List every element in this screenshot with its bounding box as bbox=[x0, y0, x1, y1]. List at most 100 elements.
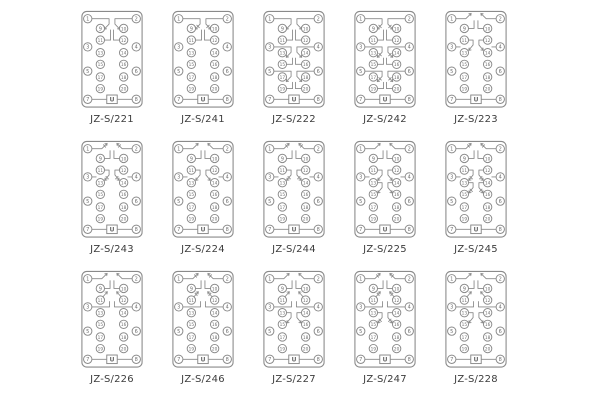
terminal-number: 17 bbox=[189, 335, 195, 341]
terminal-number: 20 bbox=[485, 346, 491, 352]
terminal-number: 13 bbox=[189, 51, 195, 57]
terminal-20 bbox=[482, 83, 493, 94]
terminal-10 bbox=[300, 283, 311, 294]
terminal-7 bbox=[356, 354, 366, 364]
terminal-number: 20 bbox=[394, 216, 400, 222]
relay-model-label: JZ-S/223 bbox=[454, 114, 498, 125]
terminal-11 bbox=[277, 165, 288, 175]
terminal-9 bbox=[186, 23, 197, 34]
terminal-number: 4 bbox=[317, 175, 320, 181]
terminal-number: 3 bbox=[268, 305, 271, 311]
terminal-number: 19 bbox=[462, 346, 468, 352]
terminal-15 bbox=[459, 189, 470, 200]
terminal-number: 11 bbox=[280, 38, 286, 44]
terminal-15 bbox=[95, 319, 106, 330]
terminal-5 bbox=[447, 326, 457, 336]
relay-case-outline bbox=[445, 10, 507, 108]
terminal-number: 9 bbox=[463, 286, 466, 292]
terminal-number: 12 bbox=[303, 168, 309, 174]
terminal-number: 8 bbox=[135, 227, 138, 233]
relay-model-label: JZ-S/227 bbox=[272, 374, 316, 385]
terminal-number: 18 bbox=[485, 335, 491, 341]
terminal-number: 13 bbox=[189, 181, 195, 187]
terminal-14 bbox=[209, 178, 220, 188]
terminal-number: 5 bbox=[359, 69, 362, 75]
terminal-number: 11 bbox=[98, 298, 104, 304]
terminal-12 bbox=[300, 165, 311, 175]
terminal-17 bbox=[368, 72, 379, 82]
terminal-20 bbox=[391, 83, 402, 94]
terminal-number: 6 bbox=[499, 329, 502, 335]
terminal-number: 20 bbox=[212, 216, 218, 222]
terminal-8 bbox=[495, 224, 505, 234]
terminal-number: 4 bbox=[317, 45, 320, 51]
terminal-10 bbox=[209, 153, 220, 164]
terminal-17 bbox=[459, 72, 470, 82]
terminal-15 bbox=[277, 189, 288, 200]
terminal-number: 10 bbox=[394, 156, 400, 162]
terminal-18 bbox=[300, 72, 311, 82]
relay-case-outline bbox=[81, 270, 143, 368]
terminal-12 bbox=[300, 295, 311, 305]
terminal-16 bbox=[482, 319, 493, 330]
terminal-10 bbox=[482, 153, 493, 164]
terminal-2 bbox=[495, 144, 505, 154]
terminal-18 bbox=[118, 332, 129, 342]
terminal-number: 10 bbox=[485, 286, 491, 292]
terminal-number: 8 bbox=[135, 97, 138, 103]
terminal-number: 6 bbox=[408, 199, 411, 205]
terminal-number: 2 bbox=[408, 147, 411, 153]
terminal-9 bbox=[368, 283, 379, 294]
terminal-8 bbox=[495, 94, 505, 104]
relay-case-outline bbox=[263, 140, 325, 238]
terminal-13 bbox=[186, 178, 197, 188]
terminal-number: 12 bbox=[121, 38, 127, 44]
terminal-15 bbox=[368, 319, 379, 330]
terminal-3 bbox=[174, 172, 184, 182]
terminal-number: 3 bbox=[86, 45, 89, 51]
terminal-12 bbox=[391, 165, 402, 175]
terminal-5 bbox=[83, 66, 93, 76]
terminal-9 bbox=[186, 283, 197, 294]
terminal-number: 9 bbox=[281, 26, 284, 32]
terminal-number: 19 bbox=[280, 216, 286, 222]
coil-label: U bbox=[473, 357, 478, 364]
terminal-20 bbox=[300, 343, 311, 354]
terminal-number: 18 bbox=[303, 335, 309, 341]
terminal-3 bbox=[83, 172, 93, 182]
terminal-15 bbox=[186, 319, 197, 330]
terminal-4 bbox=[495, 42, 505, 52]
terminal-number: 17 bbox=[280, 75, 286, 81]
terminal-number: 13 bbox=[98, 51, 104, 57]
terminal-15 bbox=[459, 319, 470, 330]
coil-box bbox=[197, 94, 209, 105]
terminal-number: 7 bbox=[268, 357, 271, 363]
terminal-16 bbox=[300, 59, 311, 70]
terminal-18 bbox=[482, 332, 493, 342]
relay-model-label: JZ-S/245 bbox=[454, 244, 498, 255]
terminal-number: 10 bbox=[303, 26, 309, 32]
coil-box bbox=[379, 354, 391, 365]
terminal-15 bbox=[368, 59, 379, 70]
terminal-11 bbox=[368, 35, 379, 45]
terminal-number: 18 bbox=[121, 205, 127, 211]
terminal-number: 17 bbox=[462, 205, 468, 211]
terminal-number: 7 bbox=[450, 357, 453, 363]
terminal-20 bbox=[118, 213, 129, 224]
terminal-11 bbox=[95, 295, 106, 305]
terminal-number: 14 bbox=[121, 51, 127, 57]
terminal-number: 2 bbox=[226, 147, 229, 153]
contact-wiring bbox=[182, 142, 224, 230]
contact-wiring bbox=[455, 12, 497, 100]
terminal-number: 14 bbox=[212, 181, 218, 187]
terminal-9 bbox=[368, 23, 379, 34]
terminal-number: 10 bbox=[303, 156, 309, 162]
terminal-number: 13 bbox=[98, 311, 104, 317]
terminal-number: 7 bbox=[86, 357, 89, 363]
terminal-16 bbox=[391, 59, 402, 70]
relay-case-outline bbox=[445, 140, 507, 238]
terminal-14 bbox=[209, 48, 220, 58]
terminal-10 bbox=[209, 283, 220, 294]
terminal-number: 19 bbox=[371, 346, 377, 352]
